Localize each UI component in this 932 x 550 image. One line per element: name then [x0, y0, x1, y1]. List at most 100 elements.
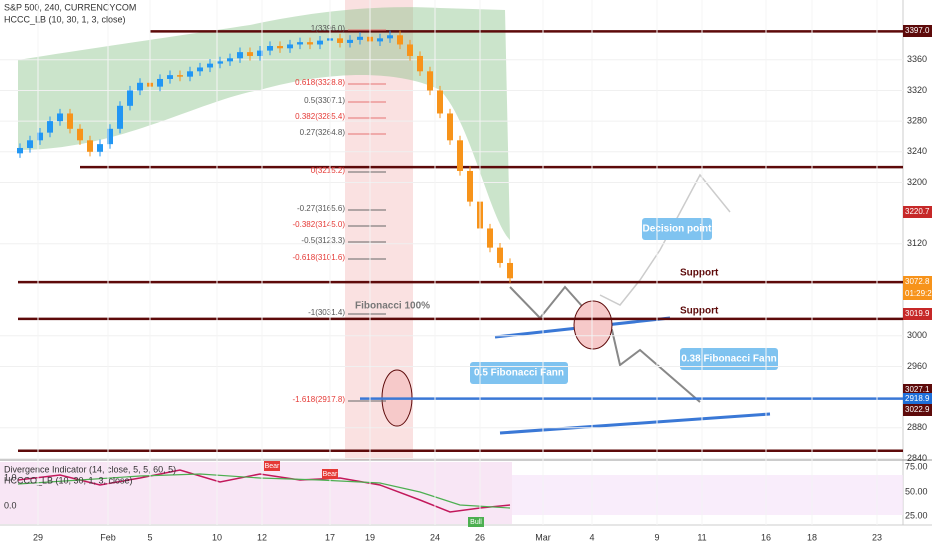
- fib-label: -1(3031.4): [308, 308, 345, 317]
- x-tick-label: 17: [325, 532, 335, 542]
- y-tick-label: 2840: [907, 453, 927, 463]
- candle-body: [317, 40, 323, 45]
- price-label-bg: [903, 308, 932, 320]
- candle-body: [227, 58, 233, 62]
- candle-body: [347, 39, 353, 43]
- fib-label: 0.27(3264.8): [300, 128, 346, 137]
- candle-body: [267, 46, 273, 51]
- price-label: 3397.0: [905, 26, 930, 35]
- x-tick-label: 11: [697, 532, 706, 542]
- candle-body: [357, 36, 363, 40]
- y-tick-label: 3320: [907, 85, 927, 95]
- circle-mark: [573, 300, 613, 350]
- y-tick-label: 2880: [907, 422, 927, 432]
- price-label: 2918.9: [905, 394, 930, 403]
- candle-body: [57, 113, 63, 122]
- x-tick-label: 18: [807, 532, 817, 542]
- candle-body: [277, 46, 283, 49]
- y-tick-label: 3120: [907, 238, 927, 248]
- candle-body: [137, 82, 143, 91]
- x-tick-label: 24: [430, 532, 440, 542]
- candle-body: [307, 42, 313, 45]
- candle-body: [377, 38, 383, 42]
- candle-body: [237, 52, 243, 59]
- candle-body: [457, 140, 463, 171]
- indicator-title: Divergence Indicator (14, close, 5, 5, 6…: [4, 464, 176, 474]
- price-label: 01:29:25: [905, 289, 932, 298]
- candle-body: [157, 78, 163, 87]
- annotation: Support: [680, 268, 719, 279]
- indicator-line: [17, 473, 511, 509]
- price-label-bg: [903, 404, 932, 416]
- fib-label: 0.5(3307.1): [304, 96, 345, 105]
- callout: [642, 218, 712, 240]
- annotation: Support: [680, 306, 719, 317]
- x-tick-label: 10: [212, 532, 222, 542]
- price-label: 3022.9: [905, 405, 930, 414]
- candle-body: [97, 144, 103, 152]
- signal-tag: [322, 469, 338, 479]
- candle-body: [197, 67, 203, 72]
- indicator-zone: [0, 462, 512, 524]
- candle-body: [127, 90, 133, 106]
- y-tick-label: 3240: [907, 146, 927, 156]
- candle-body: [427, 71, 433, 91]
- fib-label: -0.5(3123.3): [301, 236, 345, 245]
- x-tick-label: 23: [872, 532, 882, 542]
- price-label-bg: [903, 206, 932, 218]
- candle-body: [337, 38, 343, 43]
- fib-label: -0.618(3101.6): [293, 253, 346, 262]
- fann-line: [499, 412, 771, 435]
- candle-body: [177, 75, 183, 77]
- price-label-bg: [903, 288, 932, 300]
- candle-body: [497, 247, 503, 263]
- fib-label: -0.27(3165.6): [297, 204, 345, 213]
- price-label-bg: [903, 25, 932, 37]
- indicator-line: [17, 469, 511, 513]
- x-tick-label: 16: [761, 532, 771, 542]
- candle-body: [257, 50, 263, 56]
- candle-body: [207, 63, 213, 68]
- x-tick-label: Feb: [100, 532, 116, 542]
- candle-body: [397, 35, 403, 45]
- x-tick-label: 29: [33, 532, 43, 542]
- candle-body: [487, 228, 493, 248]
- candle-body: [407, 44, 413, 56]
- price-label: 3220.7: [905, 207, 930, 216]
- candle-body: [447, 113, 453, 141]
- signal-tag-label: Bull: [470, 519, 482, 526]
- annotation: 0.5 Fibonacci Fann: [474, 368, 564, 379]
- price-label-bg: [903, 276, 932, 288]
- candle-body: [187, 71, 193, 77]
- indicator-subtitle: HCCCO_LB (10, 30, 1, 3, close): [4, 475, 133, 485]
- candle-body: [37, 132, 43, 141]
- candle-body: [387, 35, 393, 39]
- callout: [680, 348, 778, 370]
- candle-body: [17, 147, 23, 154]
- projection-path: [599, 173, 731, 306]
- y-tick-label: 3000: [907, 330, 927, 340]
- y-tick-label: 3360: [907, 54, 927, 64]
- x-tick-label: 4: [589, 532, 594, 542]
- fib-label: 1(3396.0): [311, 24, 346, 33]
- x-tick-label: 5: [147, 532, 152, 542]
- x-tick-label: 9: [654, 532, 659, 542]
- candle-body: [117, 105, 123, 129]
- annotation: Decision point: [643, 224, 713, 235]
- fib-label: 0.382(3285.4): [295, 112, 345, 121]
- candle-body: [297, 42, 303, 45]
- fib-label: 0.618(3328.8): [295, 78, 345, 87]
- price-label-bg: [903, 393, 932, 405]
- y-tick-label: 3200: [907, 177, 927, 187]
- signal-tag: [468, 517, 484, 527]
- candle-body: [247, 52, 253, 56]
- fib-label: -1.618(2917.8): [293, 395, 346, 404]
- indicator-zone: [512, 475, 903, 515]
- x-tick-label: Mar: [535, 532, 551, 542]
- candle-body: [217, 61, 223, 64]
- candle-body: [417, 55, 423, 72]
- price-label: 3027.1: [905, 385, 930, 394]
- fib-label: 0(3215.2): [311, 166, 346, 175]
- candle-body: [467, 170, 473, 202]
